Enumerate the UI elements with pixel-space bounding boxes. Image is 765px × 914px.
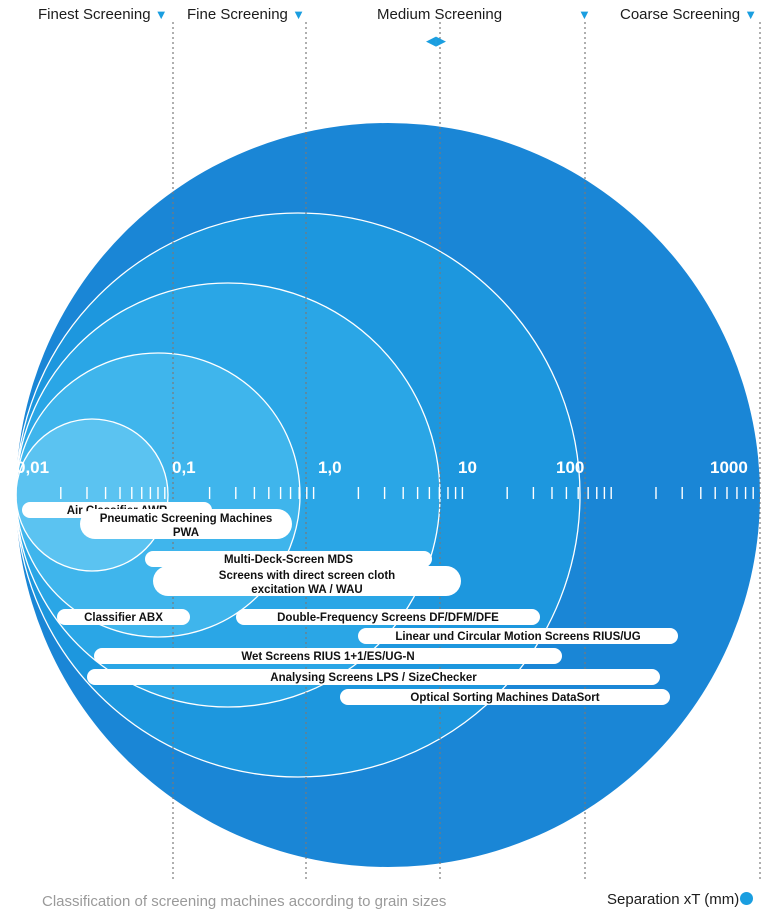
finest-screening-label: Finest Screening ▼ — [38, 6, 168, 23]
finest-range-circle — [15, 418, 169, 572]
fine-screening-label: Fine Screening ▼ — [187, 6, 305, 23]
machine-label: Double-Frequency Screens DF/DFM/DFE — [277, 612, 499, 624]
medium-screening-label: Medium Screening — [377, 6, 503, 23]
machine-range-bar — [340, 689, 670, 705]
machine-label: Pneumatic Screening Machines — [100, 513, 273, 525]
circle-marker-icon — [740, 892, 754, 905]
scale-tick-label: 10 — [458, 458, 477, 477]
machine-range-bar — [87, 669, 660, 685]
machine-label: Wet Screens RIUS 1+1/ES/UG-N — [241, 651, 414, 663]
machine-range-bar — [153, 566, 461, 596]
scale-tick-label: 100 — [556, 458, 584, 477]
diagram-caption: Classification of screening machines acc… — [42, 893, 447, 910]
machine-label: Classifier ABX — [84, 612, 163, 624]
left-right-triangles-icon: ◀▶ — [426, 33, 446, 48]
machine-label: Optical Sorting Machines DataSort — [410, 692, 599, 704]
machine-range-bar — [236, 609, 540, 625]
machine-label: Linear und Circular Motion Screens RIUS/… — [395, 631, 640, 643]
machine-label: excitation WA / WAU — [251, 584, 362, 596]
scale-tick-label: 1000 — [710, 458, 748, 477]
separation-label: Separation xT (mm) — [607, 891, 754, 908]
scale-tick-label: 0,01 — [16, 458, 49, 477]
down-triangle-icon: ▼ — [744, 7, 758, 22]
machine-range-bar — [145, 551, 432, 567]
coarse-screening-label: Coarse Screening ▼ — [620, 6, 758, 23]
machine-range-bar — [80, 509, 292, 539]
down-triangle-icon: ▼ — [292, 7, 305, 22]
machine-label: Analysing Screens LPS / SizeChecker — [270, 672, 477, 684]
scale-tick-label: 0,1 — [172, 458, 196, 477]
machine-label: PWA — [173, 527, 199, 539]
scale-tick-label: 1,0 — [318, 458, 342, 477]
machine-label: Multi-Deck-Screen MDS — [224, 554, 353, 566]
machine-label: Screens with direct screen cloth — [219, 570, 395, 582]
machine-range-bar — [94, 648, 562, 664]
down-triangle-icon: ▼ — [578, 7, 591, 22]
machine-range-bar — [57, 609, 190, 625]
machine-range-bar — [358, 628, 678, 644]
down-triangle-icon: ▼ — [154, 7, 168, 22]
